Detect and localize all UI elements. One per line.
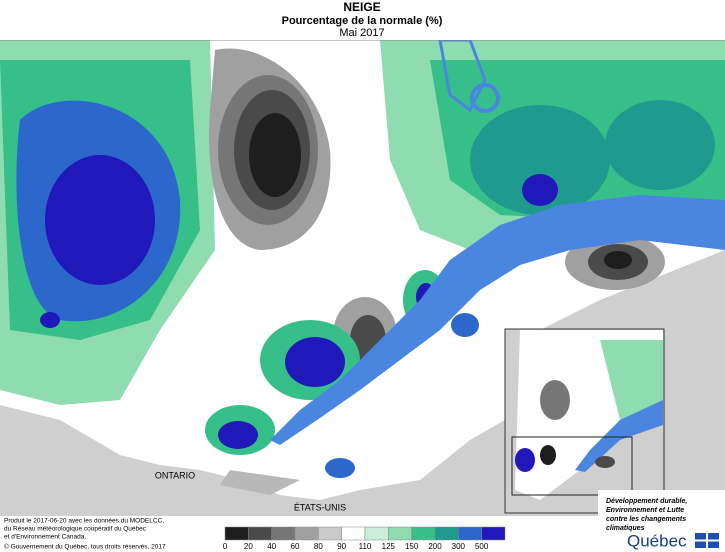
- copyright: © Gouvernement du Québec, tous droits ré…: [4, 543, 166, 551]
- subtitle: Pourcentage de la normale (%): [282, 15, 443, 27]
- legend-swatch: [364, 526, 389, 541]
- ministry-line: Environnement et Lutte: [606, 507, 684, 514]
- legend-swatch: [458, 526, 482, 541]
- ministry-line: Développement durable,: [606, 498, 687, 505]
- legend-swatch: [271, 526, 296, 541]
- legend-swatch: [318, 526, 342, 541]
- credit-line: Produit le 2017-06-20 avec les données d…: [4, 518, 164, 525]
- legend-tick-label: 125: [382, 542, 396, 551]
- legend-swatch: [341, 526, 366, 541]
- region-label: ÉTATS-UNIS: [294, 502, 346, 512]
- legend-tick-label: 20: [244, 542, 253, 551]
- inset-map: [504, 328, 665, 514]
- legend-tick-label: 40: [267, 542, 276, 551]
- legend-tick-label: 150: [405, 542, 419, 551]
- legend-tick-label: 60: [291, 542, 300, 551]
- legend-swatch: [481, 526, 506, 541]
- legend-tick-label: 80: [314, 542, 323, 551]
- brand-flag: [695, 533, 719, 548]
- legend-swatch: [248, 526, 272, 541]
- legend-swatch: [434, 526, 459, 541]
- legend: 0 20 40 60 80 90 110 125 150 200 300 500: [223, 526, 506, 551]
- period: Mai 2017: [339, 27, 384, 39]
- legend-tick-label: 500: [475, 542, 489, 551]
- legend-swatch: [411, 526, 436, 541]
- ministry-line: climatiques: [606, 525, 645, 532]
- legend-tick-label: 90: [337, 542, 346, 551]
- legend-swatch: [388, 526, 412, 541]
- legend-tick-label: 0: [223, 542, 228, 551]
- legend-swatch: [224, 526, 249, 541]
- legend-tick-label: 300: [452, 542, 466, 551]
- ministry-line: contre les changements: [606, 516, 686, 523]
- legend-swatch: [294, 526, 319, 541]
- map: ONTARIO ÉTATS-UNIS: [0, 40, 725, 516]
- credit-line: du Réseau météorologique coopératif du Q…: [4, 526, 147, 533]
- title: NEIGE: [343, 0, 380, 14]
- brand: Québec: [627, 531, 687, 550]
- credit-line: et d'Environnement Canada.: [4, 534, 86, 541]
- legend-tick-label: 200: [428, 542, 442, 551]
- region-label: ONTARIO: [155, 470, 195, 480]
- legend-tick-label: 110: [359, 542, 372, 551]
